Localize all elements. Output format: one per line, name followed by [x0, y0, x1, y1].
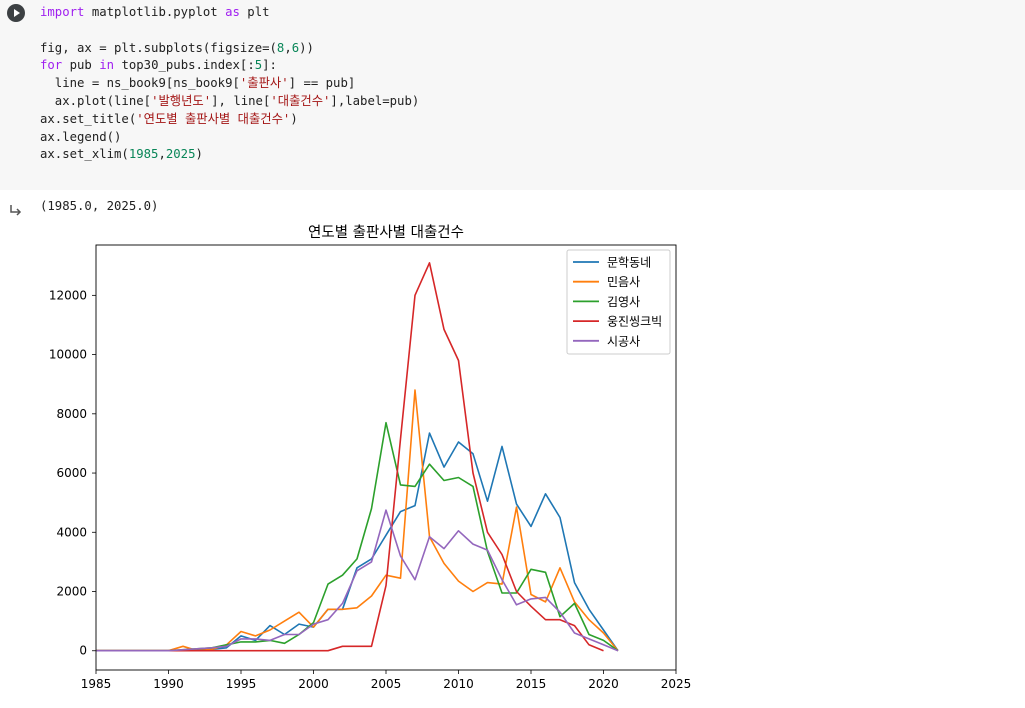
- code-token: as: [225, 5, 240, 19]
- run-cell-button[interactable]: [7, 4, 25, 22]
- x-tick-label: 1995: [226, 677, 257, 691]
- code-token: for: [40, 58, 63, 73]
- legend-label: 웅진씽크빅: [607, 315, 662, 329]
- code-line: fig, ax = plt.subplots(figsize=(8,6)): [40, 40, 419, 58]
- code-token: matplotlib.pyplot: [84, 5, 226, 19]
- series-line-5: [96, 509, 619, 652]
- code-token: ): [195, 147, 203, 162]
- code-editor[interactable]: import matplotlib.pyplot as plt fig, ax =…: [40, 4, 419, 164]
- code-token: '대출건수': [270, 93, 331, 108]
- legend-box: [566, 249, 671, 355]
- code-token: ], line[: [211, 93, 271, 108]
- code-token: '발행년도': [151, 93, 212, 108]
- code-token: plt: [239, 5, 270, 19]
- y-tick-label: 12000: [49, 288, 87, 302]
- x-tick-label: 2000: [298, 677, 329, 691]
- code-token: ,: [158, 147, 166, 162]
- code-line: for pub in top30_pubs.index[:5]:: [40, 57, 419, 75]
- code-token: import: [40, 5, 85, 19]
- code-token: ax.set_xlim(: [40, 147, 129, 162]
- code-token: '출판사': [239, 76, 289, 91]
- code-line: [40, 22, 419, 40]
- code-cell[interactable]: import matplotlib.pyplot as plt fig, ax =…: [0, 0, 1025, 190]
- code-token: ,: [284, 40, 292, 55]
- line-chart: 연도별 출판사별 대출건수 1985 1990 1995 2000 2005 2010 201…: [49, 224, 692, 691]
- code-token: ax.legend(): [40, 129, 122, 144]
- code-token: )): [299, 40, 314, 55]
- y-tick-label: 0: [79, 644, 87, 658]
- legend-label: 민음사: [607, 275, 640, 289]
- code-line: ax.set_xlim(1985,2025): [40, 146, 419, 164]
- code-token: ax.plot(line[: [40, 93, 152, 108]
- series-line-1: [96, 432, 619, 652]
- x-tick-label: 2010: [443, 677, 474, 691]
- code-line: import matplotlib.pyplot as plt: [40, 4, 419, 22]
- code-token: ]:: [262, 58, 277, 73]
- code-token: 8: [276, 40, 285, 55]
- series-line-3: [96, 421, 619, 652]
- y-tick-label: 2000: [56, 585, 87, 599]
- output-arrow-icon: [10, 205, 22, 216]
- code-token: ax.set_title(: [40, 111, 137, 126]
- code-token: top30_pubs.index[:: [114, 58, 255, 73]
- code-token: ): [290, 111, 298, 126]
- code-token: ] == pub]: [288, 76, 356, 91]
- legend-label: 문학동네: [607, 256, 651, 270]
- code-token: ],label=pub): [330, 93, 420, 108]
- y-tick-label: 10000: [49, 348, 87, 362]
- x-tick-label: 1985: [81, 677, 112, 691]
- code-line: ax.plot(line['발행년도'], line['대출건수'],label…: [40, 93, 419, 111]
- x-tick-label: 2005: [371, 677, 402, 691]
- y-tick-label: 8000: [56, 407, 87, 421]
- play-icon: [14, 9, 20, 17]
- x-tick-label: 2020: [588, 677, 619, 691]
- series-line-4: [96, 261, 604, 652]
- code-token: 6: [291, 40, 300, 55]
- code-token: pub: [62, 58, 100, 73]
- code-token: 5: [254, 58, 263, 73]
- legend-label: 시공사: [607, 334, 640, 348]
- legend-label: 김영사: [607, 295, 640, 309]
- cell-output-text: (1985.0, 2025.0): [40, 199, 159, 213]
- y-tick-label: 6000: [56, 466, 87, 480]
- series-line-2: [96, 389, 619, 652]
- x-tick-label: 2025: [661, 677, 692, 691]
- code-token: 2025: [165, 147, 196, 162]
- code-token: fig, ax = plt.subplots(figsize=(: [40, 40, 277, 55]
- code-line: ax.set_title('연도별 출판사별 대출건수'): [40, 111, 419, 129]
- x-tick-label: 2015: [516, 677, 547, 691]
- code-line: line = ns_book9[ns_book9['출판사'] == pub]: [40, 75, 419, 93]
- x-tick-label: 1990: [153, 677, 184, 691]
- code-token: 1985: [128, 147, 159, 162]
- code-token: '연도별 출판사별 대출건수': [136, 111, 291, 126]
- code-token: line = ns_book9[ns_book9[: [40, 76, 240, 91]
- code-token: in: [99, 58, 115, 73]
- y-tick-label: 4000: [56, 525, 87, 539]
- chart-title: 연도별 출판사별 대출건수: [308, 224, 464, 241]
- code-line: ax.legend(): [40, 129, 419, 147]
